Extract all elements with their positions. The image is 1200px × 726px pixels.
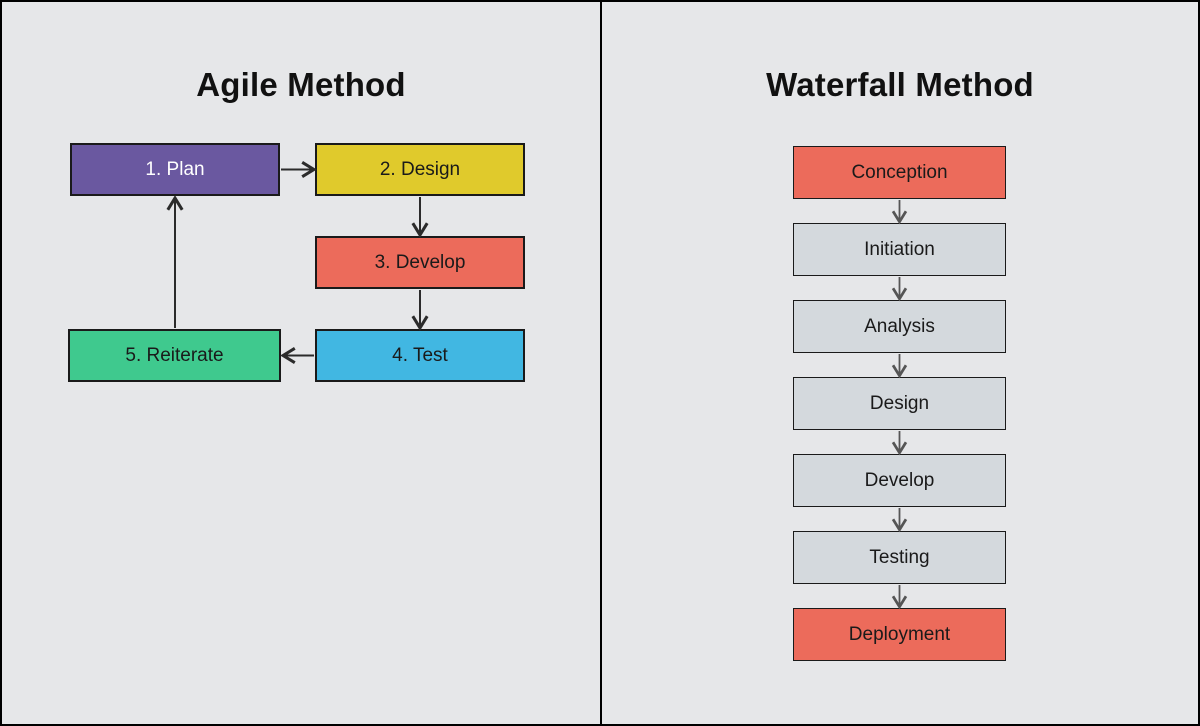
waterfall-step-initiation: Initiation [793, 223, 1006, 276]
waterfall-step-deployment-label: Deployment [848, 623, 951, 645]
agile-step-reiterate: 5. Reiterate [68, 329, 281, 382]
waterfall-step-develop-label: Develop [864, 469, 935, 491]
agile-step-reiterate-label: 5. Reiterate [125, 344, 224, 366]
agile-title: Agile Method [196, 66, 406, 103]
agile-step-develop: 3. Develop [315, 236, 525, 289]
waterfall-step-testing: Testing [793, 531, 1006, 584]
waterfall-step-design-label: Design [869, 392, 930, 414]
waterfall-step-analysis: Analysis [793, 300, 1006, 353]
waterfall-step-deployment: Deployment [793, 608, 1006, 661]
agile-step-design-label: 2. Design [379, 158, 461, 180]
agile-step-test-label: 4. Test [392, 344, 448, 366]
waterfall-step-initiation-label: Initiation [864, 238, 935, 260]
agile-step-plan: 1. Plan [70, 143, 280, 196]
waterfall-step-testing-label: Testing [869, 546, 930, 568]
agile-step-test: 4. Test [315, 329, 525, 382]
waterfall-step-analysis-label: Analysis [864, 315, 935, 337]
waterfall-step-conception-label: Conception [851, 161, 948, 183]
waterfall-step-design: Design [793, 377, 1006, 430]
waterfall-title: Waterfall Method [766, 66, 1034, 103]
agile-step-design: 2. Design [315, 143, 525, 196]
agile-step-plan-label: 1. Plan [145, 158, 205, 180]
agile-step-develop-label: 3. Develop [374, 251, 466, 273]
panel-agile: Agile Method 1. Plan 2. Design 3. Develo… [2, 2, 600, 724]
waterfall-step-develop: Develop [793, 454, 1006, 507]
panel-waterfall: Waterfall Method Conception Initiation A… [600, 2, 1198, 724]
waterfall-step-conception: Conception [793, 146, 1006, 199]
